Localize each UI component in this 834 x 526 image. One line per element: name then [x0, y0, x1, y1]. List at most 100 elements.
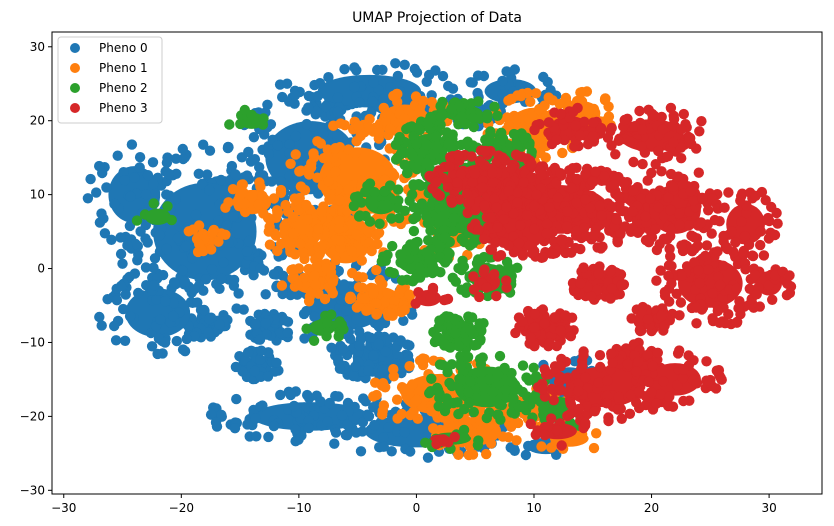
data-point: [322, 150, 333, 162]
data-point: [590, 166, 601, 177]
data-point: [134, 162, 145, 173]
data-point: [368, 350, 379, 361]
data-point: [168, 277, 180, 288]
data-point: [526, 158, 537, 170]
data-point: [474, 155, 486, 167]
data-point: [763, 280, 775, 291]
data-point: [419, 353, 430, 365]
data-point: [94, 311, 105, 323]
data-point: [289, 89, 301, 101]
data-point: [460, 118, 471, 130]
data-point: [580, 372, 591, 383]
scatter-points: [82, 58, 797, 463]
data-point: [216, 273, 227, 285]
data-point: [606, 140, 617, 151]
data-point: [525, 332, 536, 343]
data-point: [364, 122, 375, 134]
data-point: [172, 232, 184, 244]
data-point: [607, 357, 618, 368]
data-point: [663, 192, 674, 203]
data-point: [743, 239, 755, 250]
data-point: [285, 158, 296, 169]
data-point: [751, 289, 762, 300]
data-point: [755, 226, 766, 237]
data-point: [290, 436, 301, 447]
data-point: [512, 150, 523, 161]
data-point: [303, 169, 315, 180]
data-point: [346, 245, 357, 257]
data-point: [380, 346, 391, 357]
data-point: [481, 448, 492, 460]
data-point: [313, 223, 324, 235]
data-point: [323, 72, 334, 83]
data-point: [501, 275, 512, 286]
data-point: [364, 237, 375, 248]
data-point: [517, 250, 529, 261]
data-point: [495, 250, 507, 261]
data-point: [230, 169, 241, 180]
data-point: [636, 141, 647, 152]
data-point: [249, 154, 261, 165]
data-point: [525, 96, 536, 108]
x-tick-label: 20: [644, 501, 659, 515]
data-point: [565, 399, 577, 410]
data-point: [454, 100, 465, 112]
data-point: [303, 296, 315, 307]
data-point: [233, 288, 244, 299]
data-point: [589, 229, 600, 241]
data-point: [388, 364, 399, 375]
data-point: [678, 108, 689, 120]
data-point: [469, 168, 481, 179]
data-point: [736, 216, 747, 227]
data-point: [140, 262, 152, 273]
data-point: [442, 293, 454, 305]
data-point: [412, 270, 423, 281]
data-point: [220, 185, 231, 196]
data-point: [189, 284, 200, 295]
data-point: [120, 289, 131, 300]
data-point: [213, 215, 224, 226]
data-point: [659, 290, 671, 301]
data-point: [349, 62, 360, 73]
data-point: [613, 391, 624, 403]
data-point: [447, 83, 459, 94]
data-point: [368, 199, 379, 210]
data-point: [529, 223, 540, 235]
data-point: [691, 378, 703, 389]
data-point: [576, 363, 587, 374]
data-point: [455, 169, 467, 180]
data-point: [430, 131, 442, 142]
data-point: [96, 320, 107, 331]
data-point: [380, 296, 391, 308]
data-point: [464, 397, 475, 409]
data-point: [578, 262, 589, 273]
data-point: [711, 365, 722, 376]
data-point: [695, 217, 707, 228]
data-point: [585, 291, 597, 302]
data-point: [373, 321, 384, 332]
data-point: [619, 206, 631, 217]
data-point: [467, 176, 478, 188]
data-point: [99, 228, 111, 239]
data-point: [168, 297, 179, 309]
data-point: [198, 285, 209, 296]
data-point: [539, 318, 550, 329]
data-point: [653, 202, 664, 213]
data-point: [637, 158, 648, 170]
data-point: [220, 229, 231, 240]
data-point: [125, 191, 136, 202]
legend-marker: [70, 103, 80, 113]
data-point: [731, 283, 742, 294]
data-point: [368, 288, 379, 299]
data-point: [198, 245, 209, 257]
data-point: [755, 239, 766, 251]
data-point: [422, 452, 434, 463]
data-point: [309, 311, 320, 322]
data-point: [299, 333, 310, 344]
data-point: [654, 239, 665, 250]
data-point: [106, 234, 117, 245]
data-point: [421, 247, 432, 258]
data-point: [674, 219, 685, 231]
data-point: [581, 401, 593, 412]
data-point: [228, 211, 239, 222]
